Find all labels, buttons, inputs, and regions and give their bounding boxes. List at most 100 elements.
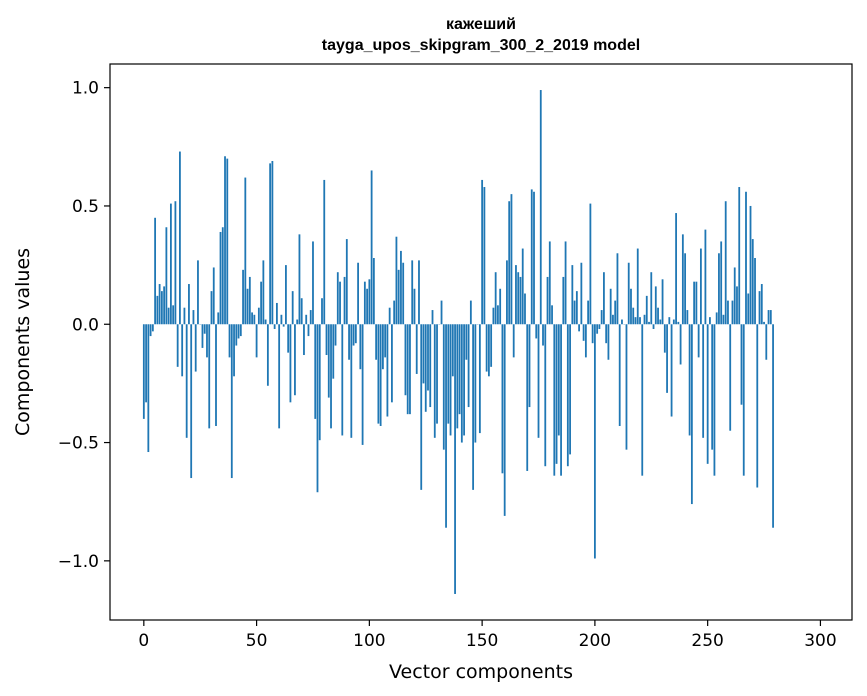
bar-86 [336, 272, 339, 325]
bar-0 [142, 324, 145, 419]
bar-94 [354, 324, 357, 344]
bar-91 [348, 324, 350, 360]
bar-124 [422, 324, 425, 384]
bar-79 [321, 298, 323, 325]
bar-256 [720, 241, 723, 325]
bar-58 [273, 324, 276, 329]
bar-188 [566, 324, 569, 467]
bar-217 [632, 307, 635, 325]
bar-196 [584, 324, 587, 358]
bar-96 [359, 324, 362, 370]
bar-54 [264, 319, 267, 325]
bar-93 [352, 324, 355, 346]
bar-117 [406, 324, 409, 415]
bar-258 [724, 201, 727, 325]
bar-149 [478, 324, 481, 434]
bar-43 [239, 324, 242, 337]
bar-75 [312, 241, 314, 325]
x-tick-label: 100 [353, 631, 385, 651]
bar-179 [546, 276, 549, 325]
bar-170 [526, 324, 529, 471]
chart-subtitle: tayga_upos_skipgram_300_2_2019 model [321, 37, 641, 54]
bar-248 [702, 324, 705, 438]
bar-110 [391, 324, 393, 403]
bar-226 [652, 324, 655, 329]
bar-26 [201, 324, 204, 348]
bar-48 [251, 312, 253, 325]
bar-107 [384, 324, 387, 358]
bar-208 [612, 314, 614, 325]
bar-231 [663, 324, 666, 353]
bar-89 [343, 276, 346, 325]
bar-235 [672, 319, 675, 325]
bar-121 [415, 324, 418, 374]
bar-143 [465, 324, 468, 360]
bar-108 [386, 324, 389, 417]
bar-223 [645, 295, 648, 325]
bar-12 [169, 203, 172, 325]
bar-51 [257, 307, 260, 325]
bar-85 [334, 324, 337, 346]
bar-125 [424, 324, 427, 412]
bar-138 [454, 324, 456, 594]
bar-140 [458, 324, 461, 415]
x-tick-label: 0 [138, 631, 149, 651]
bar-243 [690, 324, 693, 505]
bar-101 [370, 170, 373, 325]
bar-269 [749, 205, 752, 325]
x-tick-label: 50 [246, 631, 268, 651]
bar-73 [307, 324, 310, 337]
bar-34 [219, 231, 222, 325]
bar-245 [695, 281, 698, 325]
bar-142 [463, 324, 465, 436]
bar-198 [589, 203, 592, 325]
bar-279 [772, 324, 774, 528]
bar-53 [262, 260, 265, 325]
bar-139 [456, 324, 459, 429]
bar-81 [325, 324, 328, 356]
plot-frame [109, 63, 853, 621]
bar-22 [192, 310, 195, 325]
bar-265 [740, 324, 743, 405]
bar-222 [643, 314, 646, 325]
bar-236 [675, 213, 677, 325]
bar-159 [501, 324, 504, 474]
bar-247 [699, 248, 702, 325]
bar-70 [300, 298, 303, 325]
bar-119 [411, 260, 414, 325]
bar-80 [323, 179, 326, 325]
x-tick-label: 250 [691, 631, 723, 651]
bar-189 [569, 324, 571, 455]
bar-74 [309, 310, 312, 325]
bar-260 [729, 324, 732, 431]
bar-15 [176, 324, 179, 367]
bar-228 [657, 307, 659, 325]
bar-32 [215, 324, 217, 426]
bar-182 [553, 324, 556, 476]
bar-20 [188, 284, 190, 325]
bar-183 [555, 324, 558, 464]
bar-246 [697, 324, 700, 358]
bar-176 [539, 90, 542, 325]
bar-31 [212, 267, 215, 325]
bar-161 [506, 260, 508, 325]
bar-264 [738, 187, 741, 325]
bar-164 [512, 324, 515, 358]
bar-69 [298, 234, 301, 325]
bar-10 [165, 227, 168, 325]
bar-104 [377, 324, 380, 424]
bar-202 [598, 324, 601, 329]
bar-116 [404, 324, 407, 396]
bar-169 [524, 293, 526, 325]
bar-92 [350, 324, 353, 438]
bar-27 [203, 324, 206, 334]
bar-201 [596, 324, 599, 334]
x-tick-label: 300 [804, 631, 836, 651]
bar-115 [402, 262, 405, 325]
bar-194 [580, 262, 583, 325]
bar-160 [503, 324, 506, 516]
bar-154 [490, 324, 493, 367]
x-tick-label: 200 [579, 631, 611, 651]
bar-187 [564, 241, 567, 325]
bar-3 [149, 324, 152, 337]
